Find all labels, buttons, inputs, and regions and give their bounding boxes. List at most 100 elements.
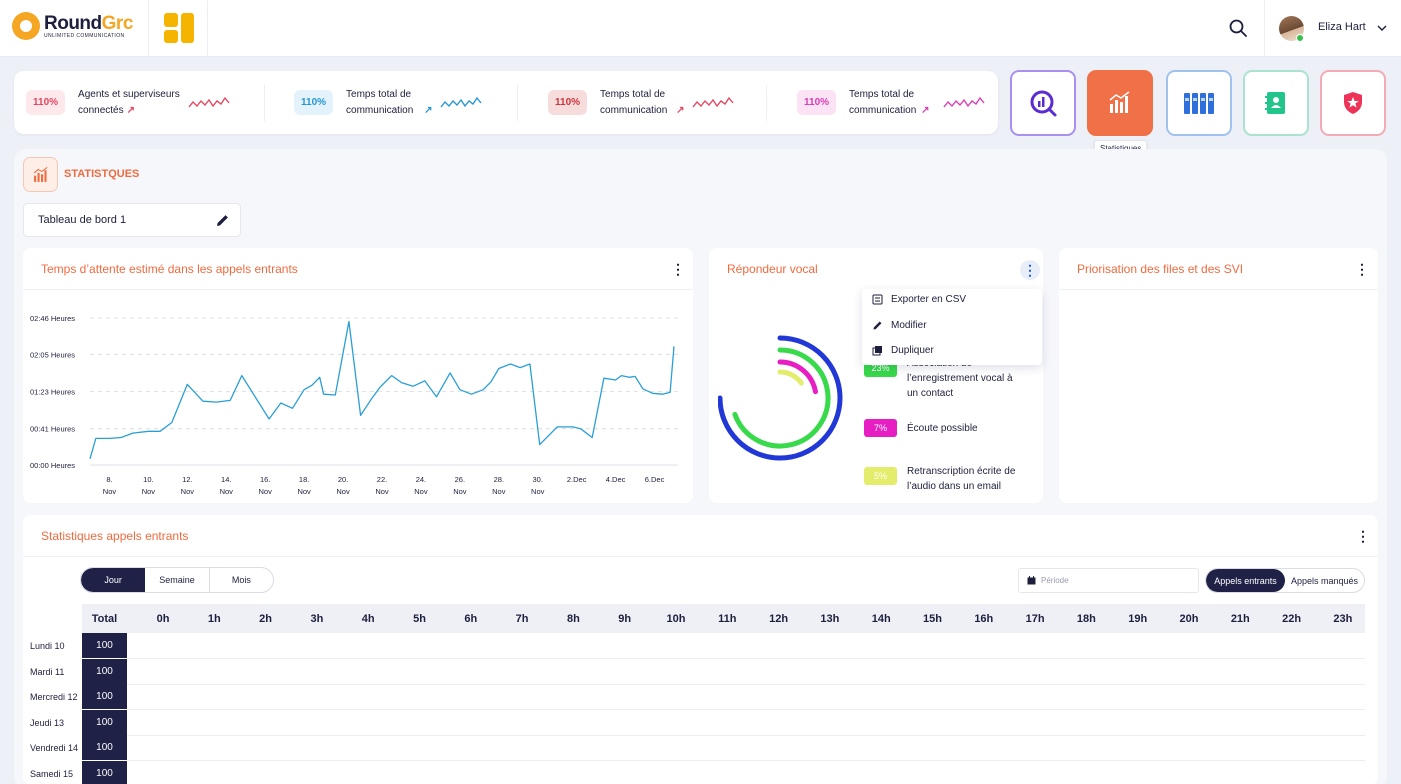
segment-month[interactable]: Mois xyxy=(231,575,251,585)
kpi-value: 110% xyxy=(797,90,837,115)
arrow-up-right-icon: ↗ xyxy=(921,104,930,116)
kpi-label: communication xyxy=(600,104,668,116)
search-icon[interactable] xyxy=(1228,18,1248,38)
app-tile-archives[interactable] xyxy=(1166,70,1232,136)
binders-icon xyxy=(1184,93,1214,114)
shield-star-icon xyxy=(1344,92,1362,114)
segment-day[interactable]: Jour xyxy=(81,568,146,592)
column-header-hour: 0h xyxy=(156,612,170,625)
kpi-label: Temps total de xyxy=(849,88,915,100)
arrow-up-right-icon: ↗ xyxy=(424,104,433,116)
menu-item-export-csv[interactable]: Exporter en CSV xyxy=(872,294,966,305)
card-title: Répondeur vocal xyxy=(727,262,818,276)
column-header-hour: 5h xyxy=(413,612,426,625)
row-total-cell: 100 xyxy=(82,658,127,684)
row-total-cell: 100 xyxy=(82,684,127,709)
column-header-hour: 8h xyxy=(566,612,580,625)
menu-item-edit[interactable]: Modifier xyxy=(872,320,927,331)
column-header-total: Total xyxy=(91,612,118,625)
pencil-icon[interactable] xyxy=(215,213,230,228)
column-header-hour: 4h xyxy=(361,612,375,625)
queue-priority-card: Priorisation des files et des SVI ⋮ xyxy=(1059,248,1378,503)
x-tick-label: 6.Dec xyxy=(645,475,665,484)
kpi-label: Temps total de xyxy=(346,88,412,100)
column-header-hour: 15h xyxy=(923,612,942,625)
more-vertical-icon[interactable]: ⋮ xyxy=(1355,261,1369,277)
donut-ring-total xyxy=(718,335,843,461)
kpi-label: Temps total de xyxy=(600,88,666,100)
app-tile-analytics[interactable] xyxy=(1010,70,1076,136)
column-header-hour: 11h xyxy=(718,612,737,625)
top-bar: RoundGrc UNLIMITED COMMUNICATION Eliza H… xyxy=(0,0,1401,57)
sparkline-icon xyxy=(692,96,735,107)
x-tick-label: 24. xyxy=(416,475,426,484)
context-menu: Exporter en CSV Modifier Dupliquer xyxy=(862,289,1042,365)
kpi-value: 110% xyxy=(26,90,66,115)
column-header-hour: 17h xyxy=(1025,612,1045,625)
column-header-hour: 18h xyxy=(1076,612,1096,625)
bar-chart-icon xyxy=(1109,91,1130,113)
column-header-hour: 22h xyxy=(1282,612,1302,625)
online-status-icon xyxy=(1296,34,1304,42)
column-header-hour: 10h xyxy=(666,612,686,625)
x-tick-label: Nov xyxy=(297,487,311,496)
toggle-incoming-calls[interactable]: Appels entrants xyxy=(1206,569,1285,592)
csv-file-icon xyxy=(872,294,883,305)
chevron-down-icon[interactable] xyxy=(1376,22,1388,34)
app-tile-statistiques[interactable] xyxy=(1087,70,1153,136)
pencil-icon xyxy=(873,321,882,330)
copy-icon xyxy=(872,346,882,356)
x-tick-label: Nov xyxy=(220,487,234,496)
period-date-input[interactable]: Période xyxy=(1018,568,1199,593)
app-tile-contacts[interactable] xyxy=(1243,70,1309,136)
legend-badge: 5% xyxy=(864,467,897,485)
series-line xyxy=(89,320,675,459)
column-header-hour: 20h xyxy=(1179,612,1199,625)
page-title: STATISTQUES xyxy=(64,168,140,180)
kpi-item: 110% Temps total de communication ↗ xyxy=(797,71,986,134)
segment-week[interactable]: Semaine xyxy=(145,568,210,592)
contact-book-icon xyxy=(1265,92,1285,114)
more-vertical-icon[interactable]: ⋮ xyxy=(671,261,685,277)
app-tile-security[interactable] xyxy=(1320,70,1386,136)
more-vertical-button[interactable]: ⋮ xyxy=(1020,260,1040,280)
logo[interactable]: RoundGrc UNLIMITED COMMUNICATION xyxy=(12,12,133,40)
kpi-item: 110% Agents et superviseurs connectés ↗ xyxy=(26,71,230,134)
column-header-hour: 3h xyxy=(310,612,324,625)
y-tick-label: 00:00 Heures xyxy=(30,461,75,470)
kpi-label: communication xyxy=(346,104,414,116)
menu-item-duplicate[interactable]: Dupliquer xyxy=(872,345,934,356)
x-tick-label: 18. xyxy=(299,475,309,484)
row-day-label: Vendredi 14 xyxy=(30,743,79,753)
call-type-toggle: Appels entrants Appels manqués xyxy=(1205,568,1365,593)
x-tick-label: Nov xyxy=(259,487,273,496)
column-header-hour: 16h xyxy=(974,612,994,625)
row-total-cell: 100 xyxy=(82,633,127,658)
logo-name: RoundGrc xyxy=(44,12,133,34)
x-tick-label: 20. xyxy=(338,475,348,484)
table-header: Total 0h 1h 2h 3h 4h 5h 6h 7h 8h 9h 10h 11h 12h 13h 14h… xyxy=(82,604,1365,633)
x-tick-label: 12. xyxy=(182,475,192,484)
column-header-hour: 14h xyxy=(871,612,891,625)
kpi-item: 110% Temps total de communication ↗ xyxy=(548,71,735,134)
column-header-hour: 1h xyxy=(207,612,221,625)
apps-grid-icon[interactable] xyxy=(164,13,194,43)
x-tick-label: Nov xyxy=(181,487,195,496)
column-header-hour: 19h xyxy=(1128,612,1148,625)
x-tick-label: 28. xyxy=(494,475,504,484)
y-tick-label: 02:05 Heures xyxy=(30,350,75,359)
arrow-up-right-icon: ↗ xyxy=(126,104,136,116)
card-title: Temps d’attente estimé dans les appels e… xyxy=(41,262,298,276)
row-total-cell: 100 xyxy=(82,709,127,735)
row-day-label: Jeudi 13 xyxy=(30,717,65,728)
kpi-value: 110% xyxy=(548,90,588,115)
legend-label: Retranscription écrite de l’audio dans u… xyxy=(907,466,1016,492)
user-name[interactable]: Eliza Hart xyxy=(1318,21,1366,33)
x-tick-label: 2.Dec xyxy=(567,475,587,484)
x-tick-label: 14. xyxy=(221,475,231,484)
toggle-missed-calls[interactable]: Appels manqués xyxy=(1290,575,1359,586)
row-day-label: Mercredi 12 xyxy=(30,692,78,702)
column-header-hour: 13h xyxy=(820,612,840,625)
more-vertical-icon[interactable]: ⋮ xyxy=(1356,528,1370,544)
dashboard-name-field[interactable]: Tableau de bord 1 xyxy=(23,203,241,237)
